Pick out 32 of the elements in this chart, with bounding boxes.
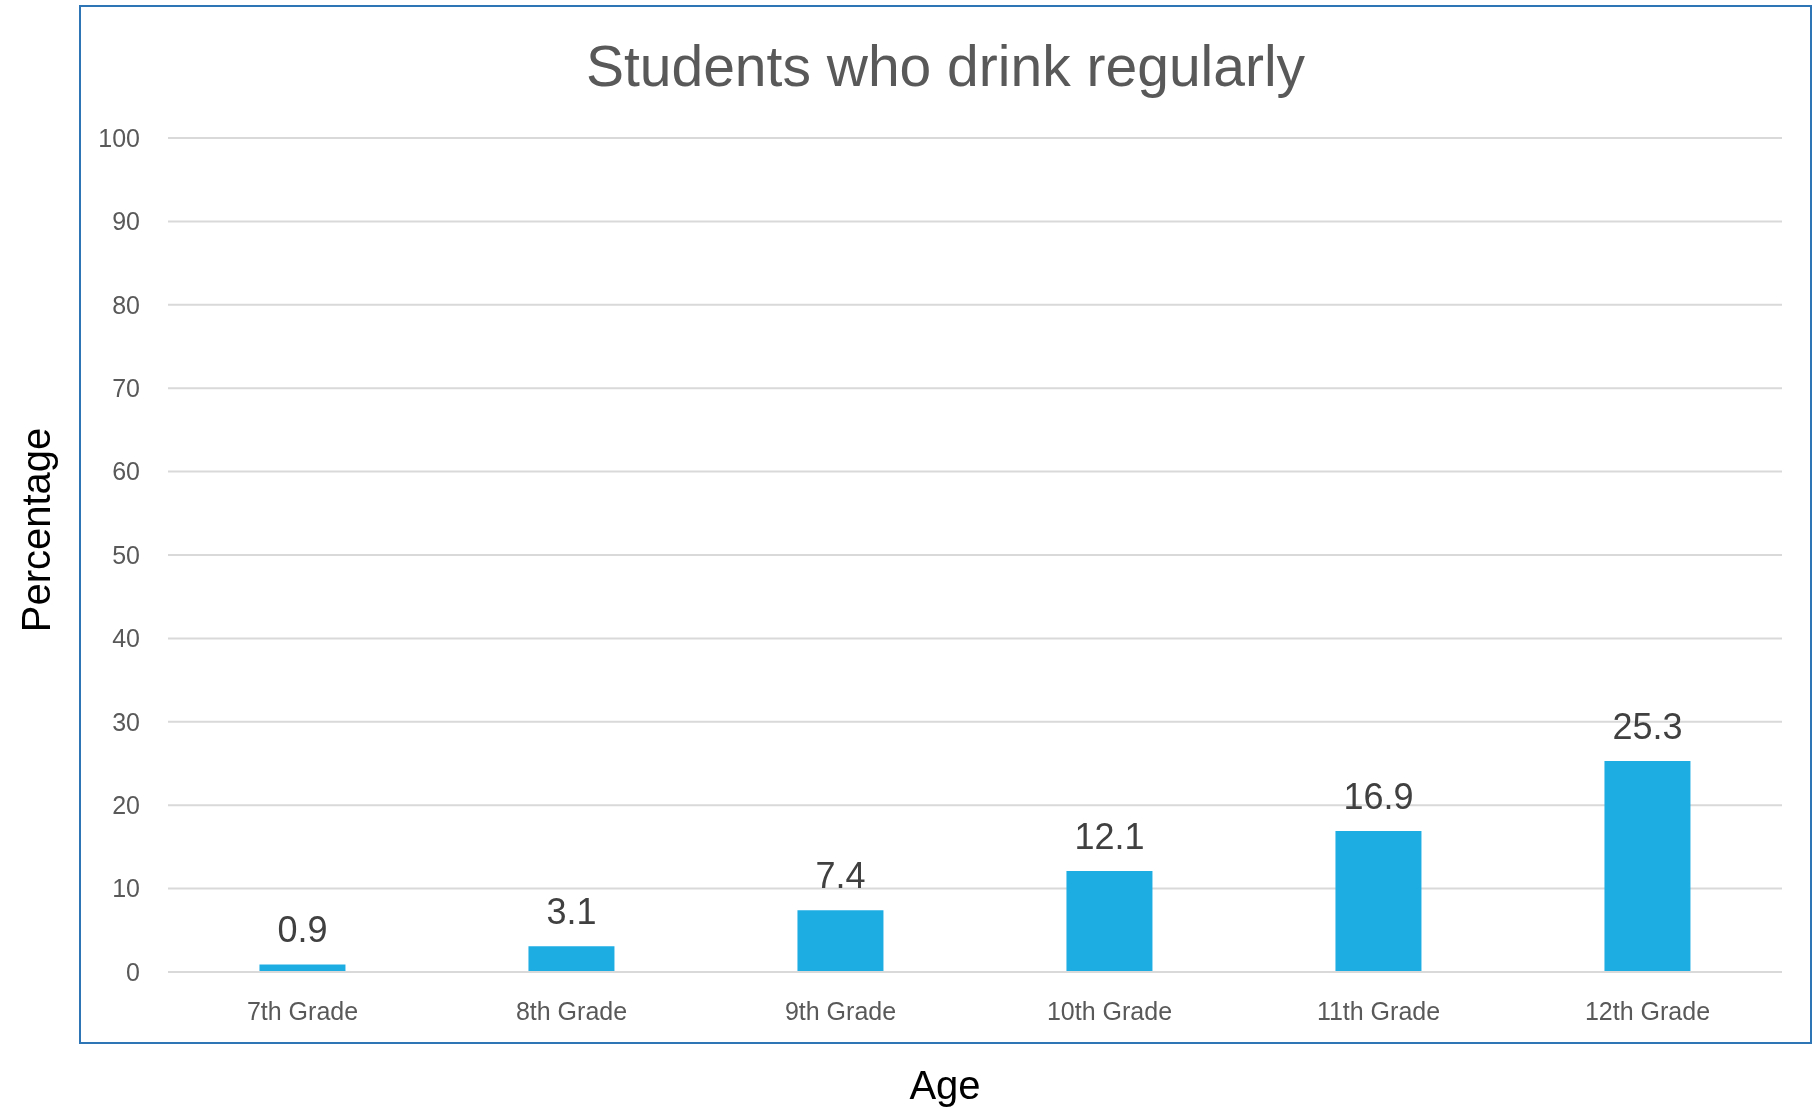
y-tick-label: 60 xyxy=(112,457,140,486)
y-tick-label: 30 xyxy=(112,707,140,736)
bar xyxy=(1335,831,1422,972)
data-label: 3.1 xyxy=(546,891,597,933)
y-tick-label: 70 xyxy=(112,374,140,403)
bar xyxy=(259,964,346,972)
chart-title: Students who drink regularly xyxy=(584,33,1307,100)
y-axis-title: Percentage xyxy=(13,427,59,633)
data-label: 16.9 xyxy=(1343,776,1414,818)
y-tick-label: 20 xyxy=(112,791,140,820)
data-label: 0.9 xyxy=(277,909,328,951)
y-tick-label: 80 xyxy=(112,290,140,319)
bar xyxy=(528,946,615,972)
x-tick-label: 12th Grade xyxy=(1584,996,1711,1025)
y-tick-label: 90 xyxy=(112,207,140,236)
x-tick-label: 10th Grade xyxy=(1046,996,1173,1025)
x-tick-label: 7th Grade xyxy=(246,996,359,1025)
y-tick-label: 10 xyxy=(112,874,140,903)
x-axis-title: Age xyxy=(909,1062,981,1108)
bar xyxy=(797,910,884,972)
bar xyxy=(1066,871,1153,972)
y-tick-label: 50 xyxy=(112,540,140,569)
data-label: 12.1 xyxy=(1074,816,1145,858)
y-tick-label: 40 xyxy=(112,624,140,653)
y-tick-label: 100 xyxy=(98,123,140,152)
data-label: 25.3 xyxy=(1612,706,1683,747)
bar xyxy=(1604,761,1691,972)
x-tick-label: 11th Grade xyxy=(1316,996,1441,1025)
data-label: 7.4 xyxy=(815,855,866,897)
x-tick-label: 9th Grade xyxy=(784,996,897,1025)
y-tick-label: 0 xyxy=(126,957,140,986)
x-tick-label: 8th Grade xyxy=(515,996,628,1025)
